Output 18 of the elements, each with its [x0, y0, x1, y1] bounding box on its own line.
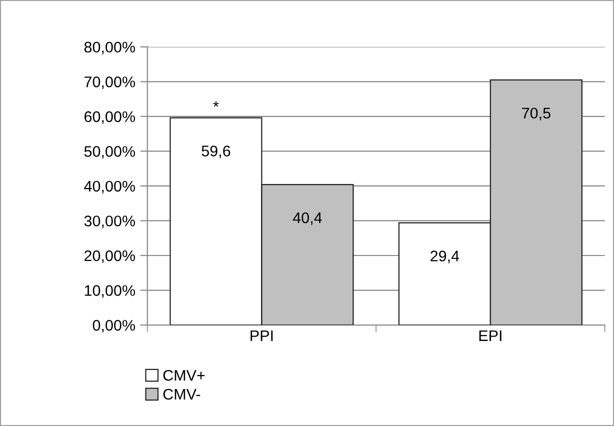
x-tick-label: PPI	[250, 330, 273, 341]
x-tick-label: EPI	[479, 330, 502, 341]
y-tick-label: 0,00%	[92, 320, 136, 333]
data-label: 70,5	[522, 108, 550, 120]
annotation: *	[213, 101, 219, 107]
y-tick-label: 50,00%	[84, 146, 136, 159]
legend-label: CMV-	[163, 388, 200, 400]
y-tick-label: 80,00%	[84, 42, 136, 54]
data-label: 59,6	[202, 146, 230, 158]
y-tick-label: 20,00%	[84, 250, 136, 263]
y-tick-label: 60,00%	[84, 111, 136, 124]
data-label: 29,4	[430, 250, 460, 264]
y-tick-label: 10,00%	[84, 285, 136, 298]
y-tick-label: 70,00%	[84, 76, 136, 90]
y-tick-label: 30,00%	[84, 216, 136, 228]
y-tick-label: 40,00%	[84, 180, 136, 194]
data-label: 40,4	[292, 212, 322, 226]
legend-label: CMV+	[163, 370, 205, 381]
